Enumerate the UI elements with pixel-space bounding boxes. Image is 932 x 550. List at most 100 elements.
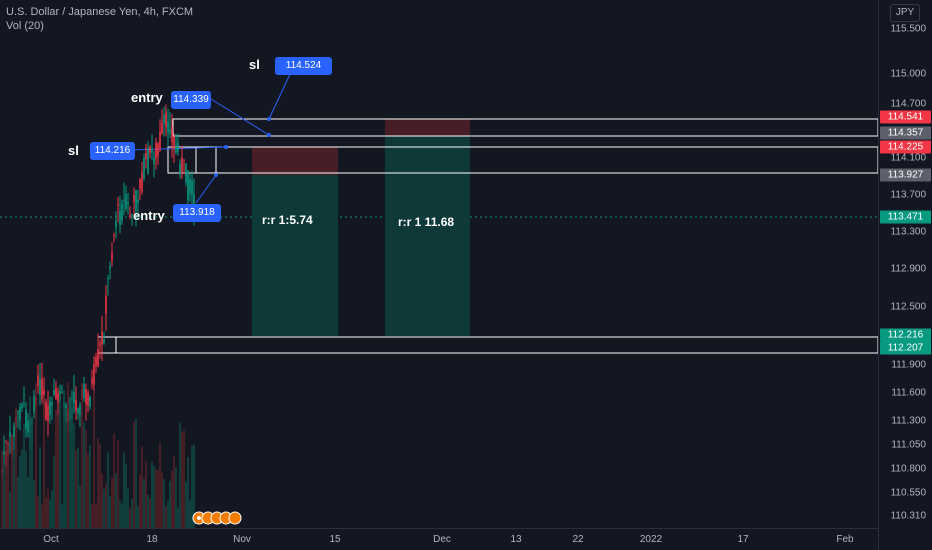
currency-button[interactable]: JPY — [890, 4, 920, 22]
candle-body — [33, 395, 35, 412]
sl-top-callout[interactable]: 114.524 — [275, 57, 332, 75]
candle-body — [85, 388, 87, 405]
volume-bar — [73, 423, 75, 528]
volume-bar — [177, 507, 179, 528]
candle-body — [183, 159, 185, 161]
candle-body — [141, 172, 143, 193]
volume-bar — [147, 495, 149, 528]
candle-body — [171, 126, 173, 143]
price-badge: 112.207 — [880, 341, 931, 355]
event-marker-dot — [197, 516, 201, 520]
candle-body — [65, 404, 67, 408]
candle-body — [127, 202, 129, 205]
candle-body — [137, 200, 139, 203]
volume-bar — [129, 507, 131, 528]
sl-left-label: sl — [68, 143, 79, 158]
volume-bar — [67, 382, 69, 528]
volume-bar — [115, 473, 117, 528]
volume-bar — [105, 483, 107, 528]
candle-body — [121, 204, 123, 221]
volume-bar — [133, 421, 135, 528]
candle-body — [149, 146, 151, 153]
volume-legend[interactable]: Vol (20) — [6, 20, 44, 32]
volume-bar — [87, 453, 89, 528]
volume-bar — [141, 446, 143, 528]
volume-bar — [83, 422, 85, 528]
candle-body — [173, 136, 175, 149]
volume-bar — [71, 400, 73, 528]
volume-bar — [49, 499, 51, 528]
volume-bar — [99, 444, 101, 528]
candle-body — [99, 343, 101, 346]
sl-top-connector — [268, 71, 292, 120]
volume-bar — [93, 390, 95, 528]
volume-group — [1, 382, 195, 528]
candle-body — [179, 163, 181, 175]
volume-bar — [31, 424, 33, 528]
symbol-legend[interactable]: U.S. Dollar / Japanese Yen, 4h, FXCM — [6, 6, 194, 18]
candle-body — [75, 400, 77, 411]
price-tick-label: 111.050 — [891, 439, 926, 451]
price-tick-label: 114.100 — [890, 152, 926, 164]
entry-top-callout[interactable]: 114.339 — [171, 91, 211, 109]
candle-body — [19, 407, 21, 420]
volume-bar — [27, 477, 29, 528]
volume-bar — [89, 444, 91, 528]
volume-bar — [21, 449, 23, 528]
candle-body — [145, 152, 147, 159]
price-axis[interactable]: 115.500115.000114.700114.400114.100113.7… — [878, 0, 932, 550]
volume-bar — [95, 503, 97, 528]
price-badge: 114.357 — [880, 126, 931, 140]
time-tick-label: 15 — [329, 534, 341, 545]
candle-body — [37, 375, 39, 386]
entry-bottom-anchor — [214, 173, 218, 177]
sl-left-callout[interactable]: 114.216 — [90, 142, 135, 160]
volume-bar — [79, 486, 81, 528]
volume-bar — [189, 499, 191, 528]
volume-bar — [123, 452, 125, 528]
price-badge: 114.225 — [880, 140, 931, 154]
volume-bar — [11, 436, 13, 528]
candle-body — [97, 348, 99, 367]
candle-body — [105, 295, 107, 314]
candle-body — [41, 378, 43, 399]
candle-body — [175, 145, 177, 153]
candle-body — [53, 390, 55, 395]
price-tick-label: 110.550 — [890, 487, 926, 499]
candle-body — [57, 393, 59, 403]
first-position-profit-zone — [252, 175, 338, 336]
volume-bar — [1, 450, 3, 528]
entry-bottom-callout[interactable]: 113.918 — [173, 204, 221, 222]
volume-bar — [7, 444, 9, 528]
candle-body — [25, 409, 27, 429]
volume-bar — [77, 447, 79, 528]
volume-bar — [19, 455, 21, 528]
volume-bar — [163, 479, 165, 528]
candle-body — [103, 339, 105, 344]
candle-body — [49, 401, 51, 415]
volume-bar — [153, 466, 155, 528]
time-tick-label: 18 — [146, 534, 158, 545]
candle-body — [151, 149, 153, 153]
volume-bar — [185, 481, 187, 528]
time-axis[interactable]: Oct 18 Nov 15 Dec 13 22 2022 17 Feb — [0, 528, 878, 550]
price-chart[interactable] — [0, 0, 878, 528]
price-tick-label: 111.300 — [891, 415, 926, 427]
zone-bottom-rect — [97, 336, 878, 354]
chart-area[interactable]: U.S. Dollar / Japanese Yen, 4h, FXCM Vol… — [0, 0, 878, 528]
entry-top-connector — [210, 98, 270, 136]
volume-bar — [171, 470, 173, 528]
volume-bar — [161, 472, 163, 528]
candle-body — [87, 392, 89, 406]
volume-bar — [33, 480, 35, 528]
candle-body — [109, 266, 111, 269]
candle-body — [131, 213, 133, 215]
volume-bar — [187, 457, 189, 528]
candle-body — [153, 157, 155, 165]
volume-bar — [69, 405, 71, 528]
candle-body — [113, 235, 115, 237]
sl-top-label: sl — [249, 57, 260, 72]
candle-body — [39, 378, 41, 395]
event-marker-icon — [228, 511, 242, 525]
time-tick-label: 13 — [510, 534, 522, 545]
